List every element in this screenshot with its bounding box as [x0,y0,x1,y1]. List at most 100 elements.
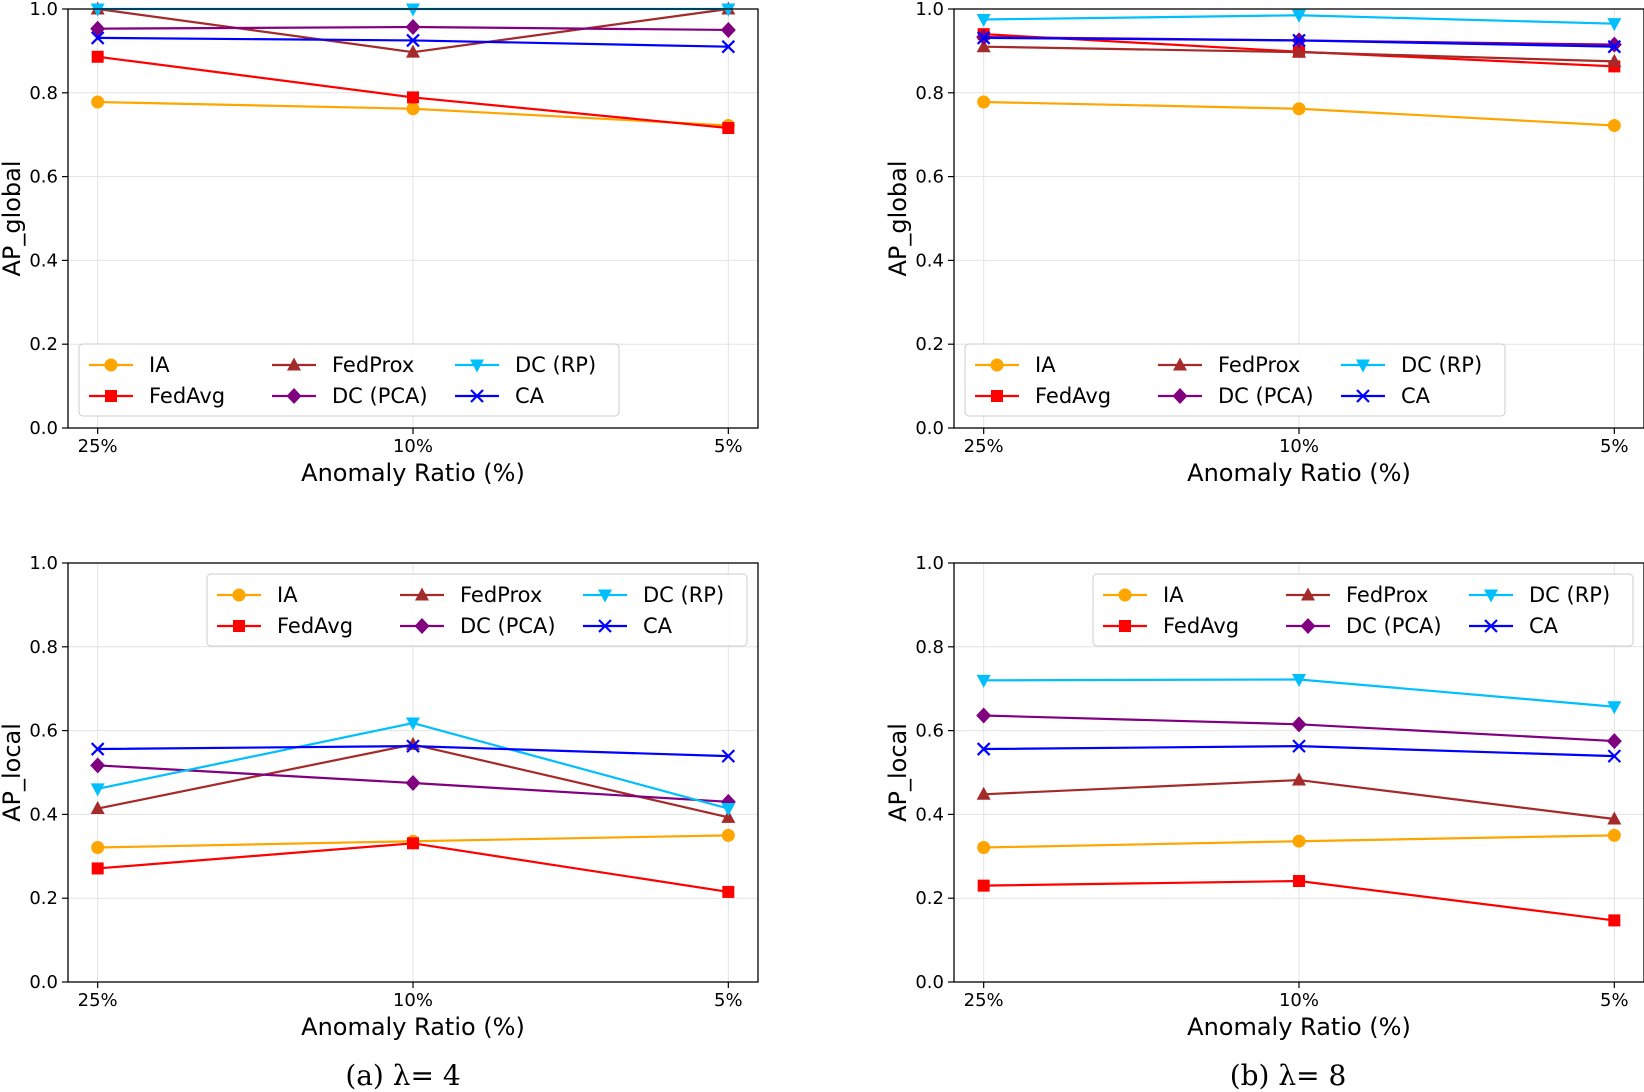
y-axis-title: AP_local [0,723,26,822]
data-point-ia [406,102,420,116]
legend-label-dc-rp: DC (RP) [1401,353,1482,377]
data-point-ca [976,31,991,45]
data-point-fedavg [1293,875,1305,888]
data-point-fedprox [90,801,105,815]
data-point-fedavg [977,879,990,892]
x-axis-title: Anomaly Ratio (%) [301,459,525,487]
axes-frame [953,562,1644,983]
y-tick-label: 0.4 [29,804,58,825]
data-point-fedprox [976,39,991,53]
data-point-dc-rp [976,13,991,27]
data-point-dc-rp [406,3,420,17]
legend-marker-ia [1118,588,1132,602]
legend-label-fedavg: FedAvg [1163,614,1239,638]
x-tick-label: 10% [1279,436,1319,457]
legend-entry-dc-pca: DC (PCA) [1158,384,1314,408]
data-point-fedprox [1292,44,1306,58]
data-point-ca [1292,33,1306,48]
y-tick-label: 0.0 [915,972,944,993]
legend-entry-ia: IA [89,353,170,377]
data-point-ca [406,739,420,753]
data-point-fedavg [91,50,104,63]
data-point-dc-pca [405,774,421,791]
legend-entry-dc-rp: DC (RP) [1341,353,1482,377]
legend-marker-dc-pca [286,388,302,404]
data-point-fedprox [721,809,736,823]
legend-marker-dc-pca [1172,388,1188,404]
data-point-dc-pca [1606,36,1622,53]
y-tick-label: 0.2 [915,888,944,909]
data-point-dc-pca [405,19,421,36]
y-tick-label: 0.2 [915,334,944,355]
legend-entry-dc-pca: DC (PCA) [1286,614,1442,638]
legend-marker-fedprox [1301,587,1315,601]
data-point-fedavg [722,885,735,898]
legend-label-ia: IA [1035,353,1056,377]
legend-marker-ia [232,588,246,602]
x-axis-title: Anomaly Ratio (%) [301,1013,525,1041]
y-tick-label: 0.8 [915,637,944,658]
x-tick-label: 10% [1279,990,1319,1011]
y-tick-label: 0.6 [29,721,58,742]
data-point-fedprox [1607,811,1622,825]
data-point-fedprox [1607,53,1622,67]
legend-label-ca: CA [515,384,545,408]
data-point-ia [91,95,105,109]
legend-entry-ca: CA [1469,614,1559,638]
legend-marker-ca [1484,619,1498,633]
data-point-dc-rp [1607,18,1622,32]
y-tick-label: 0.8 [29,637,58,658]
legend-label-fedavg: FedAvg [149,384,225,408]
y-tick-label: 0.6 [915,167,944,188]
data-point-ca [1292,739,1306,753]
legend-marker-ia [104,358,118,372]
caption-b: (b) λ= 8 [1230,1059,1347,1092]
data-point-ia [977,95,991,109]
legend-marker-dc-pca [1300,618,1316,634]
y-tick-label: 1.0 [915,553,944,574]
data-point-dc-pca [1606,733,1622,750]
legend-box [206,573,748,647]
legend-entry-dc-rp: DC (RP) [1469,583,1610,607]
data-point-dc-pca [1291,716,1307,733]
legend-marker-dc-rp [598,589,612,603]
legend-entry-dc-rp: DC (RP) [583,583,724,607]
legend-label-dc-pca: DC (PCA) [460,614,556,638]
x-tick-label: 25% [78,436,118,457]
data-point-dc-rp [90,3,105,17]
y-axis-title: AP_global [884,160,912,276]
legend-label-dc-rp: DC (RP) [515,353,596,377]
legend-entry-dc-pca: DC (PCA) [400,614,556,638]
legend-marker-dc-rp [470,359,484,373]
data-point-ca [90,31,105,45]
legend-entry-fedprox: FedProx [1286,583,1428,607]
y-tick-label: 0.0 [29,972,58,993]
legend-box [78,343,620,417]
legend-marker-fedavg [105,390,117,402]
data-point-dc-pca [976,707,992,724]
data-point-fedavg [1608,914,1621,927]
series-ca [976,31,1622,54]
legend-box [1092,573,1634,647]
y-tick-label: 0.0 [915,418,944,439]
legend-entry-fedavg: FedAvg [217,614,353,638]
series-ca [90,739,736,763]
data-point-fedprox [1292,772,1306,786]
y-tick-label: 0.6 [915,721,944,742]
data-point-fedavg [407,837,419,850]
x-tick-label: 25% [78,990,118,1011]
legend-label-dc-pca: DC (PCA) [1218,384,1314,408]
legend-label-dc-pca: DC (PCA) [332,384,428,408]
chart-panel-b-local: 0.0 0.2 0.4 0.6 0.8 1.0 25% 10% 5% Anomaly Ratio … [884,553,1644,1041]
legend-label-dc-rp: DC (RP) [1529,583,1610,607]
data-point-ca [406,33,420,48]
series-fedprox [976,772,1622,825]
data-point-fedavg [407,91,419,104]
legend-entry-dc-pca: DC (PCA) [272,384,428,408]
series-dc-rp [90,717,736,817]
legend-label-fedavg: FedAvg [1035,384,1111,408]
x-axis-title: Anomaly Ratio (%) [1187,459,1411,487]
series-fedavg [91,50,735,134]
legend-entry-ca: CA [455,384,545,408]
